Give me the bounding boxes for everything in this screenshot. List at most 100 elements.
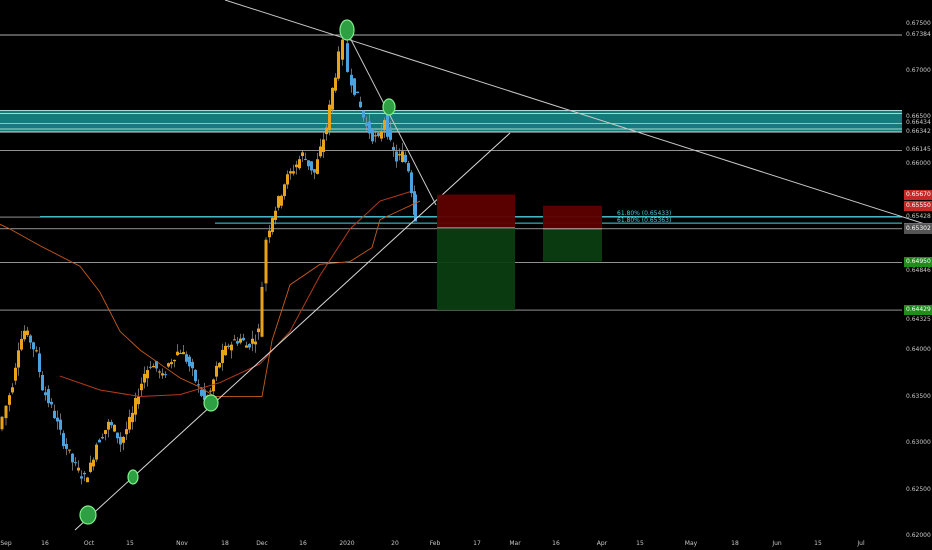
- candle-up: [137, 396, 140, 405]
- candle-up: [401, 151, 404, 162]
- time-tick-label: May: [684, 540, 698, 547]
- time-tick-label: 2020: [339, 540, 355, 547]
- candle-down: [101, 437, 104, 439]
- candle-down: [227, 345, 230, 348]
- short-position-2-stop-zone: [543, 205, 602, 229]
- candle-down: [47, 389, 50, 404]
- short-position-2-target-zone: [543, 228, 602, 262]
- price-tick-label: 0.66434: [906, 119, 931, 127]
- pivot-marker: [79, 505, 97, 525]
- candle-up: [383, 120, 386, 131]
- candle-up: [212, 379, 215, 392]
- candle-down: [404, 154, 407, 163]
- pivot-marker: [339, 19, 355, 41]
- candle-down: [356, 91, 359, 94]
- candle-up: [325, 127, 328, 135]
- pivot-markers-layer: [79, 19, 396, 525]
- candle-down: [62, 433, 65, 447]
- candle-up: [146, 370, 149, 379]
- time-tick-label: 16: [41, 540, 49, 547]
- candle-up: [35, 350, 38, 352]
- candle-up: [301, 152, 304, 157]
- candle-down: [304, 158, 307, 160]
- candle-down: [191, 361, 194, 369]
- candle-up: [260, 286, 264, 337]
- candle-up: [334, 77, 337, 91]
- candle-down: [203, 389, 206, 400]
- candle-up: [328, 104, 331, 131]
- price-tag: 0.65670: [904, 189, 932, 200]
- time-tick-label: Jun: [772, 540, 782, 547]
- candle-up: [286, 174, 289, 185]
- candle-down: [188, 356, 191, 367]
- price-tick-label: 0.66000: [906, 159, 931, 167]
- candle-up: [140, 383, 143, 391]
- candle-up: [271, 217, 274, 233]
- price-tick-label: 0.62500: [906, 485, 931, 493]
- candle-up: [26, 330, 29, 336]
- candle-down: [197, 384, 200, 386]
- candle-up: [167, 363, 170, 367]
- candle-up: [292, 171, 295, 174]
- candle-up: [233, 339, 236, 341]
- candle-up: [161, 373, 164, 376]
- candle-up: [179, 353, 182, 355]
- candle-down: [194, 369, 197, 382]
- candle-down: [98, 439, 101, 443]
- candle-down: [395, 151, 398, 162]
- price-tag: 0.64429: [904, 305, 932, 316]
- pivot-marker: [382, 98, 396, 116]
- short-position-1-target-zone: [437, 227, 515, 311]
- candle-down: [359, 101, 362, 108]
- price-tick-label: 0.64846: [906, 267, 931, 275]
- candle-up: [257, 328, 260, 333]
- candle-down: [65, 443, 68, 449]
- price-tick-label: 0.67500: [906, 20, 931, 28]
- candle-up: [380, 131, 383, 139]
- candle-down: [248, 343, 251, 348]
- candle-up: [274, 210, 277, 220]
- time-tick-label: Oct: [83, 540, 95, 547]
- candle-up: [23, 330, 26, 340]
- candle-up: [322, 139, 325, 153]
- candle-up: [152, 365, 155, 368]
- moving-average-line: [59, 191, 411, 398]
- candle-up: [125, 429, 128, 435]
- candle-up: [0, 416, 4, 430]
- position-boxes-layer: [437, 194, 602, 311]
- price-tick-label: 0.66145: [906, 146, 931, 154]
- price-axis[interactable]: 0.67500 0.67384 0.67000 0.66500 0.66434 0.663…: [902, 0, 932, 539]
- candle-down: [29, 335, 32, 343]
- candle-up: [316, 159, 319, 174]
- price-tick-label: 0.63000: [906, 439, 931, 447]
- candle-down: [50, 401, 53, 405]
- price-tick-label: 0.66342: [906, 127, 931, 135]
- time-tick-label: Dec: [256, 540, 268, 547]
- price-tick-label: 0.64325: [906, 315, 931, 323]
- candle-down: [346, 43, 349, 72]
- time-axis[interactable]: Sep 16 Oct 15 Nov 18 Dec 16 2020 20 Feb 17 Mar 16 Apr 1…: [0, 538, 932, 550]
- candle-down: [371, 128, 374, 142]
- time-tick-label: Feb: [429, 540, 441, 547]
- candle-down: [353, 78, 356, 95]
- time-tick-label: 15: [814, 540, 822, 547]
- time-tick-label: 16: [299, 540, 307, 547]
- candle-up: [104, 430, 107, 434]
- candle-up: [251, 338, 254, 344]
- candle-up: [319, 146, 322, 157]
- candle-up: [143, 373, 146, 383]
- ascending-trendline: [74, 132, 511, 531]
- short-position-1-stop-zone: [437, 194, 515, 228]
- candle-up: [4, 405, 8, 419]
- candle-up: [176, 351, 179, 356]
- candle-up: [134, 398, 137, 415]
- candle-up: [14, 367, 17, 381]
- candle-down: [410, 172, 413, 194]
- time-tick-label: Jul: [857, 540, 865, 547]
- price-tick-label: 0.67384: [906, 30, 931, 38]
- price-tick-label: 0.66500: [906, 113, 931, 121]
- candle-down: [119, 436, 122, 445]
- candle-up: [218, 362, 221, 368]
